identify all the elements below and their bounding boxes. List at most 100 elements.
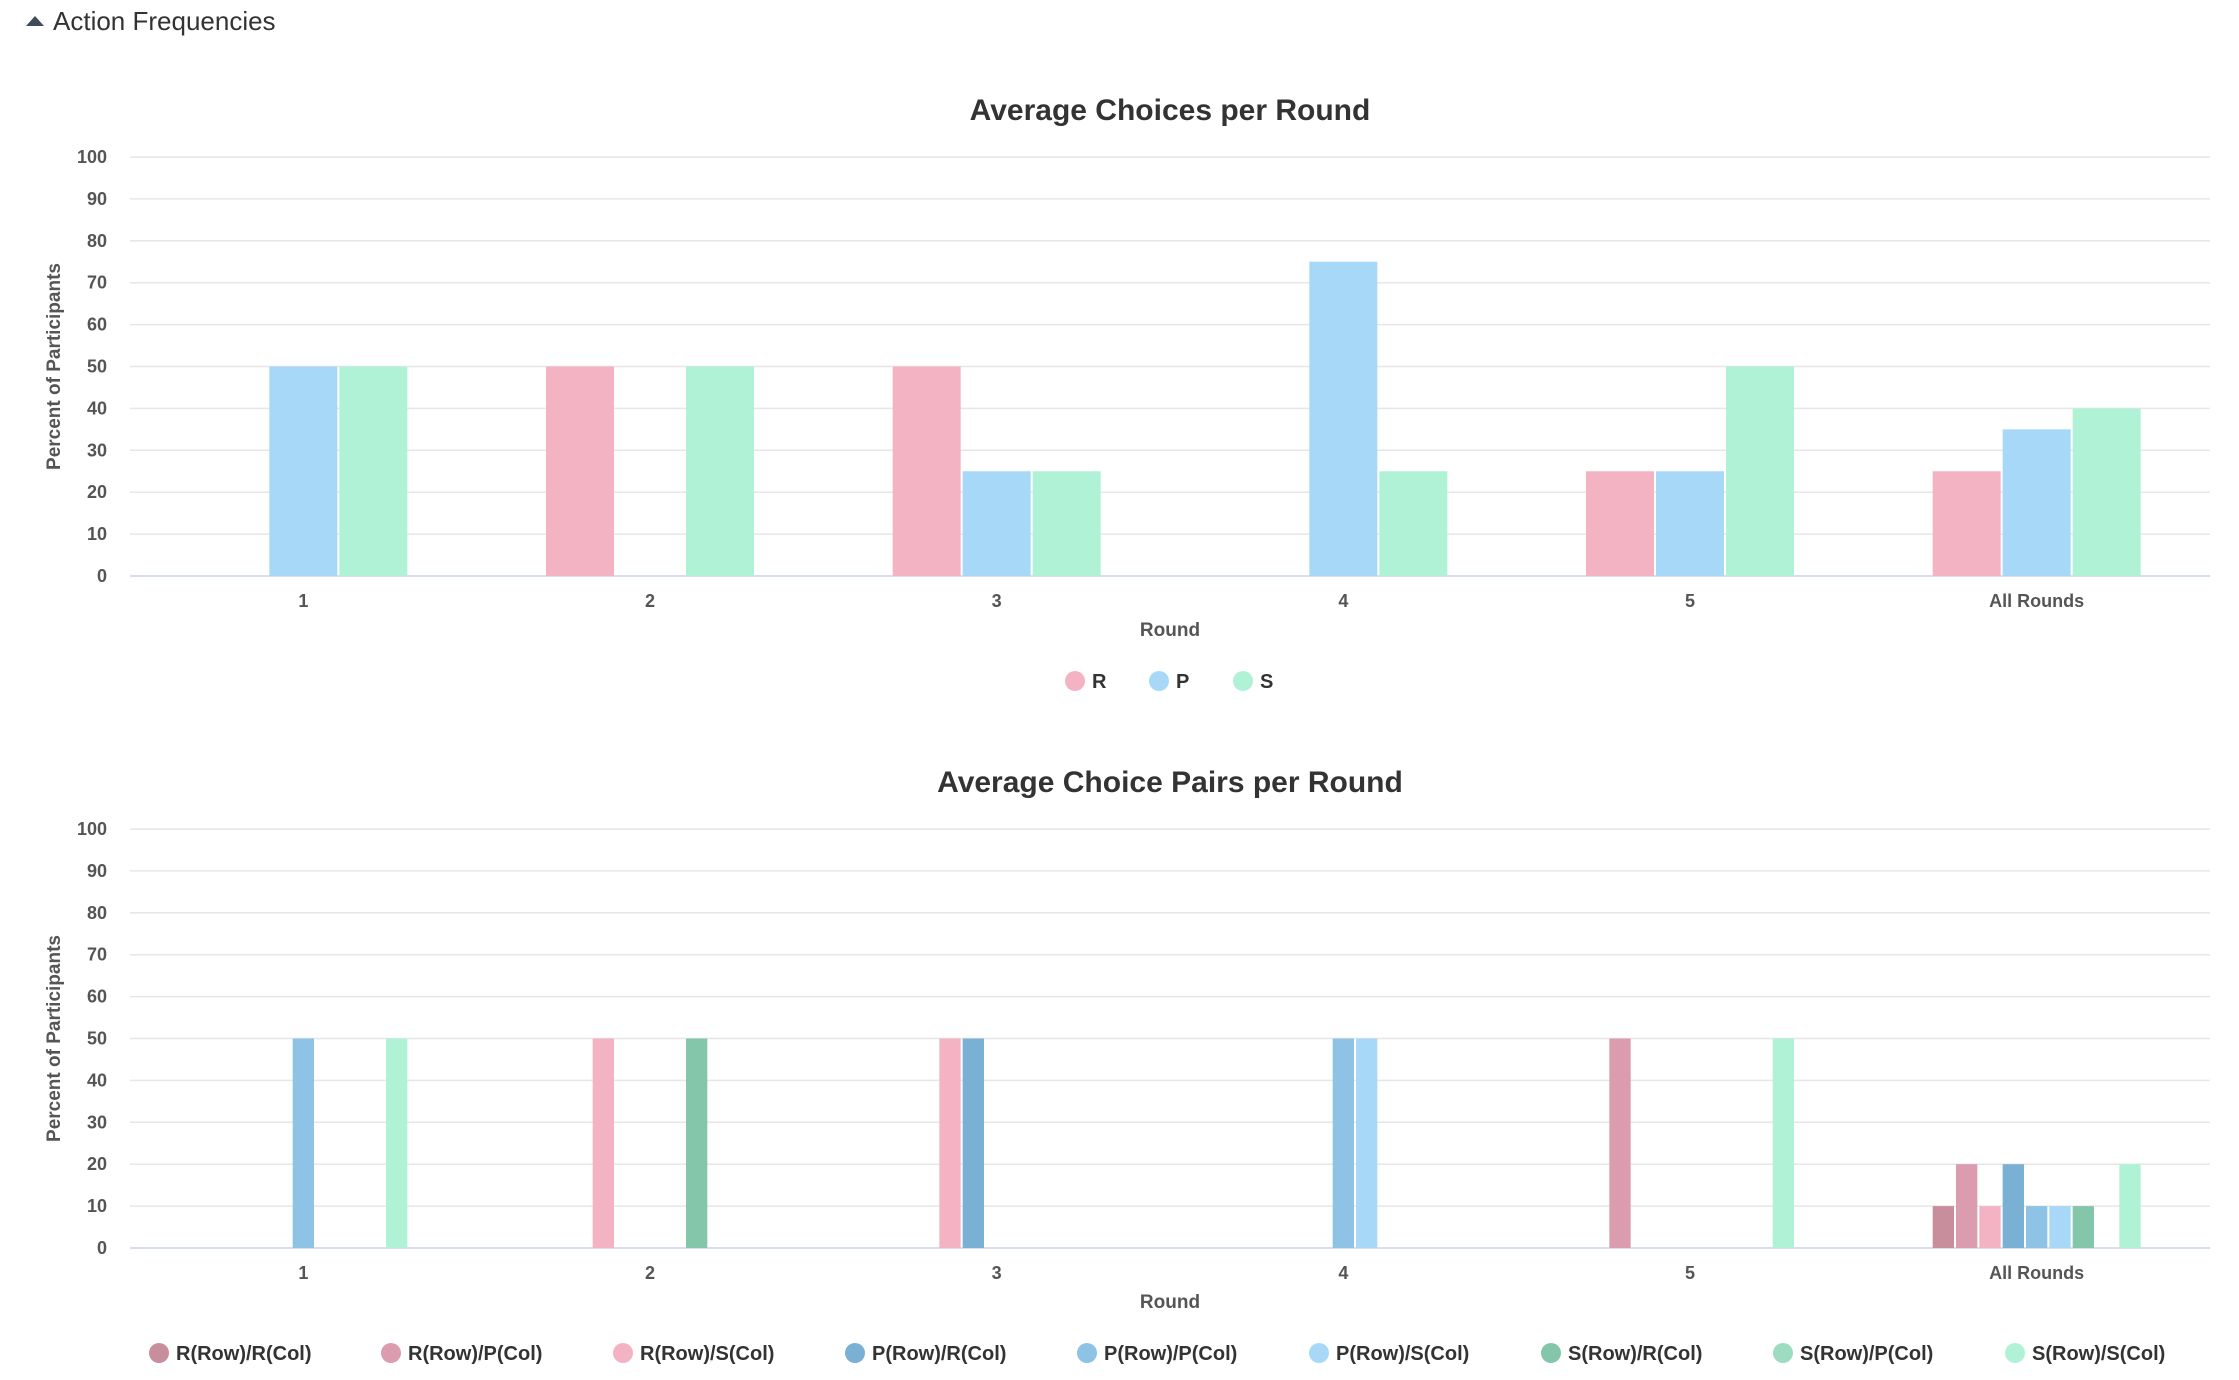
y-tick-label: 60	[87, 987, 107, 1007]
legend-item-r[interactable]: R	[1065, 671, 1107, 693]
y-tick-label: 50	[87, 1029, 107, 1049]
y-axis-label: Percent of Participants	[44, 935, 65, 1142]
y-tick-label: 30	[87, 440, 107, 460]
section-title: Action Frequencies	[53, 5, 276, 36]
y-tick-label: 100	[77, 819, 107, 839]
bar-r-row-p-col-5	[1609, 1038, 1631, 1248]
x-tick-label: 5	[1685, 1263, 1695, 1283]
legend-item-r-row-s-col[interactable]: R(Row)/S(Col)	[613, 1343, 774, 1365]
legend-item-r-row-p-col[interactable]: R(Row)/P(Col)	[381, 1343, 542, 1365]
y-tick-label: 0	[97, 566, 107, 586]
legend-item-s-row-r-col[interactable]: S(Row)/R(Col)	[1541, 1343, 1702, 1365]
chart-average-choice-pairs: Average Choice Pairs per Round 0 10 20 30 40 5…	[44, 766, 2210, 1365]
chart-title: Average Choice Pairs per Round	[937, 766, 1403, 799]
legend-label: R(Row)/R(Col)	[176, 1343, 312, 1365]
bar-r-row-s-col-2	[592, 1038, 614, 1248]
y-tick-label: 80	[87, 903, 107, 923]
bar-r-row-s-col-3	[939, 1038, 961, 1248]
y-tick-label: 70	[87, 273, 107, 293]
y-tick-label: 20	[87, 482, 107, 502]
chart-average-choices: Average Choices per Round 0 10 20 30 40 50 60 70…	[44, 94, 2210, 693]
legend-item-r-row-r-col[interactable]: R(Row)/R(Col)	[149, 1343, 312, 1365]
caret-up-icon[interactable]	[26, 16, 44, 26]
y-axis-label: Percent of Participants	[44, 263, 65, 470]
x-tick-label: 3	[992, 1263, 1002, 1283]
x-tick-label: All Rounds	[1989, 591, 2084, 611]
bar-s-all-rounds	[2072, 408, 2141, 576]
y-tick-label: 50	[87, 357, 107, 377]
y-tick-label: 30	[87, 1112, 107, 1132]
y-tick-label: 100	[77, 147, 107, 167]
legend-marker	[1065, 671, 1085, 691]
legend-marker	[1233, 671, 1253, 691]
legend: R(Row)/R(Col) R(Row)/P(Col) R(Row)/S(Col) P…	[149, 1343, 2165, 1365]
bar-p-3	[962, 471, 1031, 576]
bar-r-2	[546, 366, 614, 576]
legend-marker	[1541, 1343, 1561, 1363]
y-tick-label: 90	[87, 861, 107, 881]
legend-marker	[381, 1343, 401, 1363]
y-tick-label: 40	[87, 398, 107, 418]
x-tick-label: 4	[1338, 1263, 1348, 1283]
bar-s-3	[1032, 471, 1101, 576]
y-tick-label: 60	[87, 315, 107, 335]
legend-label: P(Row)/R(Col)	[872, 1343, 1006, 1365]
x-tick-label: 1	[298, 591, 308, 611]
legend-item-s[interactable]: S	[1233, 671, 1273, 693]
bar-s-row-r-col-all-rounds	[2072, 1206, 2094, 1248]
bar-p-5	[1656, 471, 1724, 576]
bar-s-row-s-col-5	[1772, 1038, 1794, 1248]
legend-item-p-row-p-col[interactable]: P(Row)/P(Col)	[1077, 1343, 1237, 1365]
x-tick-label: 2	[645, 1263, 655, 1283]
bar-r-row-p-col-all-rounds	[1956, 1164, 1978, 1248]
bar-p-row-r-col-3	[962, 1038, 984, 1248]
legend-marker	[1773, 1343, 1793, 1363]
bar-s-row-s-col-all-rounds	[2119, 1164, 2141, 1248]
legend-marker	[2005, 1343, 2025, 1363]
bar-r-all-rounds	[1932, 471, 2001, 576]
legend-label: S(Row)/P(Col)	[1800, 1343, 1933, 1365]
legend-marker	[845, 1343, 865, 1363]
x-tick-label: 2	[645, 591, 655, 611]
legend-label: S(Row)/R(Col)	[1568, 1343, 1702, 1365]
y-tick-label: 90	[87, 189, 107, 209]
bar-s-row-s-col-1	[386, 1038, 408, 1248]
bar-p-row-r-col-all-rounds	[2002, 1164, 2024, 1248]
legend-marker	[1149, 671, 1169, 691]
legend-label: P	[1176, 671, 1189, 693]
legend-item-p-row-s-col[interactable]: P(Row)/S(Col)	[1309, 1343, 1469, 1365]
section-toggle-action-frequencies[interactable]: Action Frequencies	[26, 4, 276, 38]
legend-label: S	[1260, 671, 1273, 693]
y-tick-label: 10	[87, 1196, 107, 1216]
legend-item-s-row-p-col[interactable]: S(Row)/P(Col)	[1773, 1343, 1933, 1365]
x-axis-label: Round	[1140, 1292, 1200, 1313]
x-tick-label: All Rounds	[1989, 1263, 2084, 1283]
y-tick-label: 0	[97, 1238, 107, 1258]
bar-p-1	[269, 366, 338, 576]
bar-r-row-r-col-all-rounds	[1932, 1206, 1954, 1248]
legend-item-p[interactable]: P	[1149, 671, 1189, 693]
legend-marker	[1309, 1343, 1329, 1363]
bar-s-1	[339, 366, 408, 576]
bar-p-row-s-col-all-rounds	[2049, 1206, 2071, 1248]
bar-p-4	[1309, 261, 1378, 576]
chart-title: Average Choices per Round	[970, 94, 1371, 127]
legend-item-s-row-s-col[interactable]: S(Row)/S(Col)	[2005, 1343, 2165, 1365]
x-tick-label: 3	[992, 591, 1002, 611]
bar-s-5	[1726, 366, 1794, 576]
legend-item-p-row-r-col[interactable]: P(Row)/R(Col)	[845, 1343, 1006, 1365]
x-tick-label: 4	[1338, 591, 1348, 611]
y-tick-label: 10	[87, 524, 107, 544]
legend-label: P(Row)/P(Col)	[1104, 1343, 1237, 1365]
bar-r-5	[1586, 471, 1654, 576]
legend-label: S(Row)/S(Col)	[2032, 1343, 2165, 1365]
bar-r-row-s-col-all-rounds	[1979, 1206, 2001, 1248]
legend-label: R(Row)/S(Col)	[640, 1343, 774, 1365]
bar-p-row-p-col-all-rounds	[2026, 1206, 2048, 1248]
y-tick-label: 20	[87, 1154, 107, 1174]
bar-p-all-rounds	[2002, 429, 2071, 576]
bar-s-2	[686, 366, 754, 576]
bar-s-row-r-col-2	[686, 1038, 708, 1248]
x-tick-label: 1	[298, 1263, 308, 1283]
